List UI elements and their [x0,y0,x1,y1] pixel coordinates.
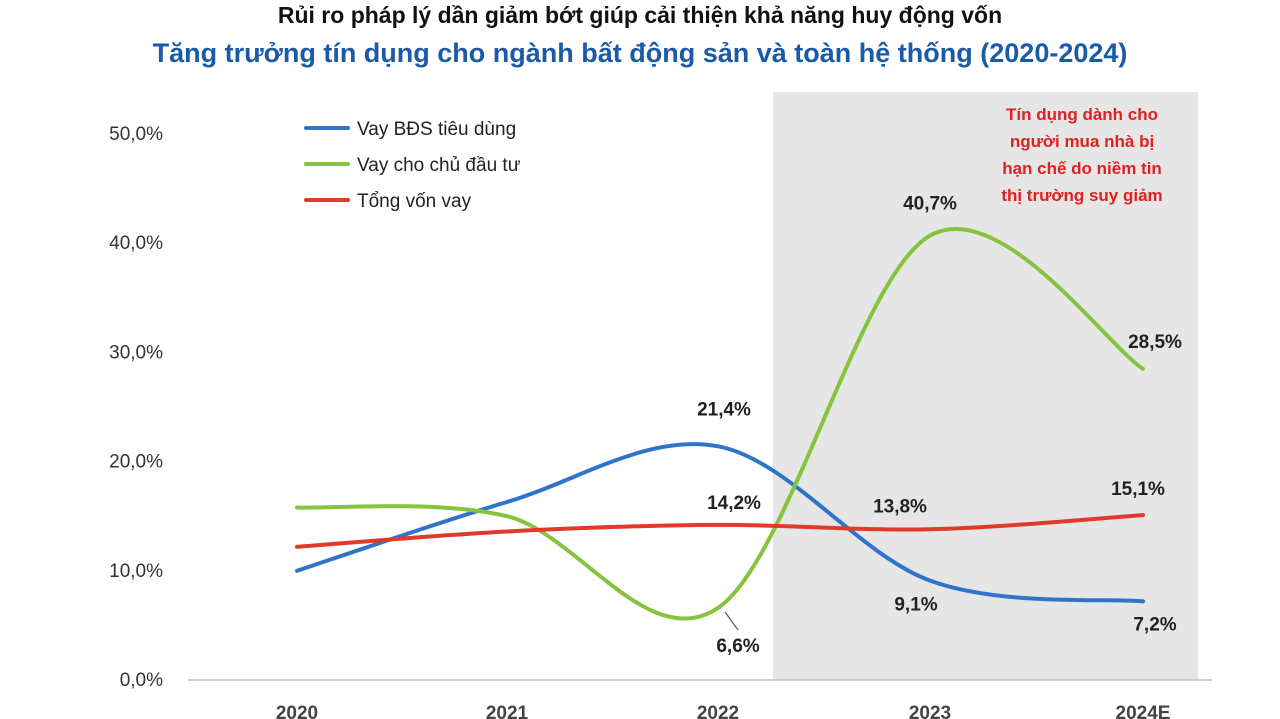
x-tick-label: 2023 [909,703,951,719]
y-tick-label: 50,0% [109,124,163,145]
x-tick-label: 2024E [1116,703,1171,719]
annotation-text: người mua nhà bị [1010,132,1154,151]
data-label-leader [724,611,739,631]
y-tick-label: 40,0% [109,233,163,254]
highlight-region [773,92,1198,680]
chart-title: Rủi ro pháp lý dần giảm bớt giúp cải thi… [277,2,1003,28]
series-line-consumer-loans [295,442,1145,604]
data-label: 6,6% [716,636,759,657]
legend-label-consumer-loans: Vay BĐS tiêu dùng [357,119,516,140]
annotation-text: Tín dụng dành cho [1006,105,1158,124]
data-label: 15,1% [1111,479,1165,500]
x-tick-label: 2022 [697,703,739,719]
x-tick-label: 2020 [276,703,318,719]
legend-label-total-loans: Tổng vốn vay [357,191,472,212]
data-label: 13,8% [873,496,927,517]
x-tick-label: 2021 [486,703,529,719]
annotation-text: thị trường suy giảm [1001,186,1162,205]
series-line-developer-loans [295,226,1145,621]
data-label: 7,2% [1133,614,1176,635]
y-tick-label: 30,0% [109,342,163,363]
series-line-total-loans [295,513,1145,549]
data-label: 21,4% [697,399,751,420]
legend-label-developer-loans: Vay cho chủ đầu tư [357,155,521,176]
y-tick-label: 20,0% [109,452,163,473]
data-label: 9,1% [894,595,937,616]
y-tick-label: 10,0% [109,561,163,582]
y-tick-label: 0,0% [120,670,163,691]
data-label: 40,7% [903,194,957,215]
data-label: 14,2% [707,493,761,514]
annotation-text: hạn chế do niềm tin [1002,159,1162,178]
data-label: 28,5% [1128,332,1182,353]
chart-subtitle: Tăng trưởng tín dụng cho ngành bất động … [152,38,1128,68]
